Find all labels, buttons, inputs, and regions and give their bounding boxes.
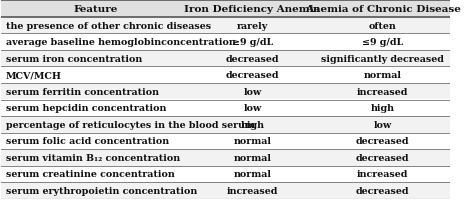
Text: rarely: rarely <box>237 22 268 31</box>
Text: serum ferritin concentration: serum ferritin concentration <box>6 87 159 96</box>
Bar <box>1 100 450 116</box>
Text: serum folic acid concentration: serum folic acid concentration <box>6 137 169 146</box>
Text: ≥9 g/dL: ≥9 g/dL <box>232 38 273 47</box>
Text: MCV/MCH: MCV/MCH <box>6 71 62 80</box>
Bar <box>1 149 450 166</box>
Text: the presence of other chronic diseases: the presence of other chronic diseases <box>6 22 211 31</box>
Text: low: low <box>244 104 262 113</box>
Text: low: low <box>374 120 392 129</box>
Text: decreased: decreased <box>356 153 409 162</box>
Bar <box>1 182 450 199</box>
Text: Anemia of Chronic Disease: Anemia of Chronic Disease <box>305 5 460 14</box>
Text: increased: increased <box>227 186 278 195</box>
Text: Iron Deficiency Anemia: Iron Deficiency Anemia <box>184 5 320 14</box>
Bar <box>1 67 450 84</box>
Text: normal: normal <box>234 137 272 146</box>
Bar <box>1 116 450 133</box>
Bar <box>1 133 450 149</box>
Text: decreased: decreased <box>226 71 279 80</box>
Text: decreased: decreased <box>226 54 279 63</box>
Bar <box>1 84 450 100</box>
Text: ≤9 g/dL: ≤9 g/dL <box>362 38 403 47</box>
Bar <box>1 18 450 34</box>
Text: serum hepcidin concentration: serum hepcidin concentration <box>6 104 166 113</box>
Text: decreased: decreased <box>356 186 409 195</box>
Text: serum creatinine concentration: serum creatinine concentration <box>6 169 174 178</box>
Text: normal: normal <box>364 71 401 80</box>
Text: high: high <box>371 104 394 113</box>
Text: increased: increased <box>357 169 408 178</box>
Text: low: low <box>244 87 262 96</box>
Text: percentage of reticulocytes in the blood serum: percentage of reticulocytes in the blood… <box>6 120 255 129</box>
Text: average baseline hemoglobinconcentration: average baseline hemoglobinconcentration <box>6 38 236 47</box>
Text: serum erythropoietin concentration: serum erythropoietin concentration <box>6 186 197 195</box>
Bar <box>1 1 450 18</box>
Text: decreased: decreased <box>356 137 409 146</box>
Bar <box>1 51 450 67</box>
Bar <box>1 34 450 51</box>
Text: normal: normal <box>234 153 272 162</box>
Text: increased: increased <box>357 87 408 96</box>
Text: significantly decreased: significantly decreased <box>321 54 444 63</box>
Bar <box>1 166 450 182</box>
Text: often: often <box>369 22 396 31</box>
Text: Feature: Feature <box>73 5 118 14</box>
Text: high: high <box>240 120 264 129</box>
Text: serum iron concentration: serum iron concentration <box>6 54 142 63</box>
Text: serum vitamin B₁₂ concentration: serum vitamin B₁₂ concentration <box>6 153 180 162</box>
Text: normal: normal <box>234 169 272 178</box>
